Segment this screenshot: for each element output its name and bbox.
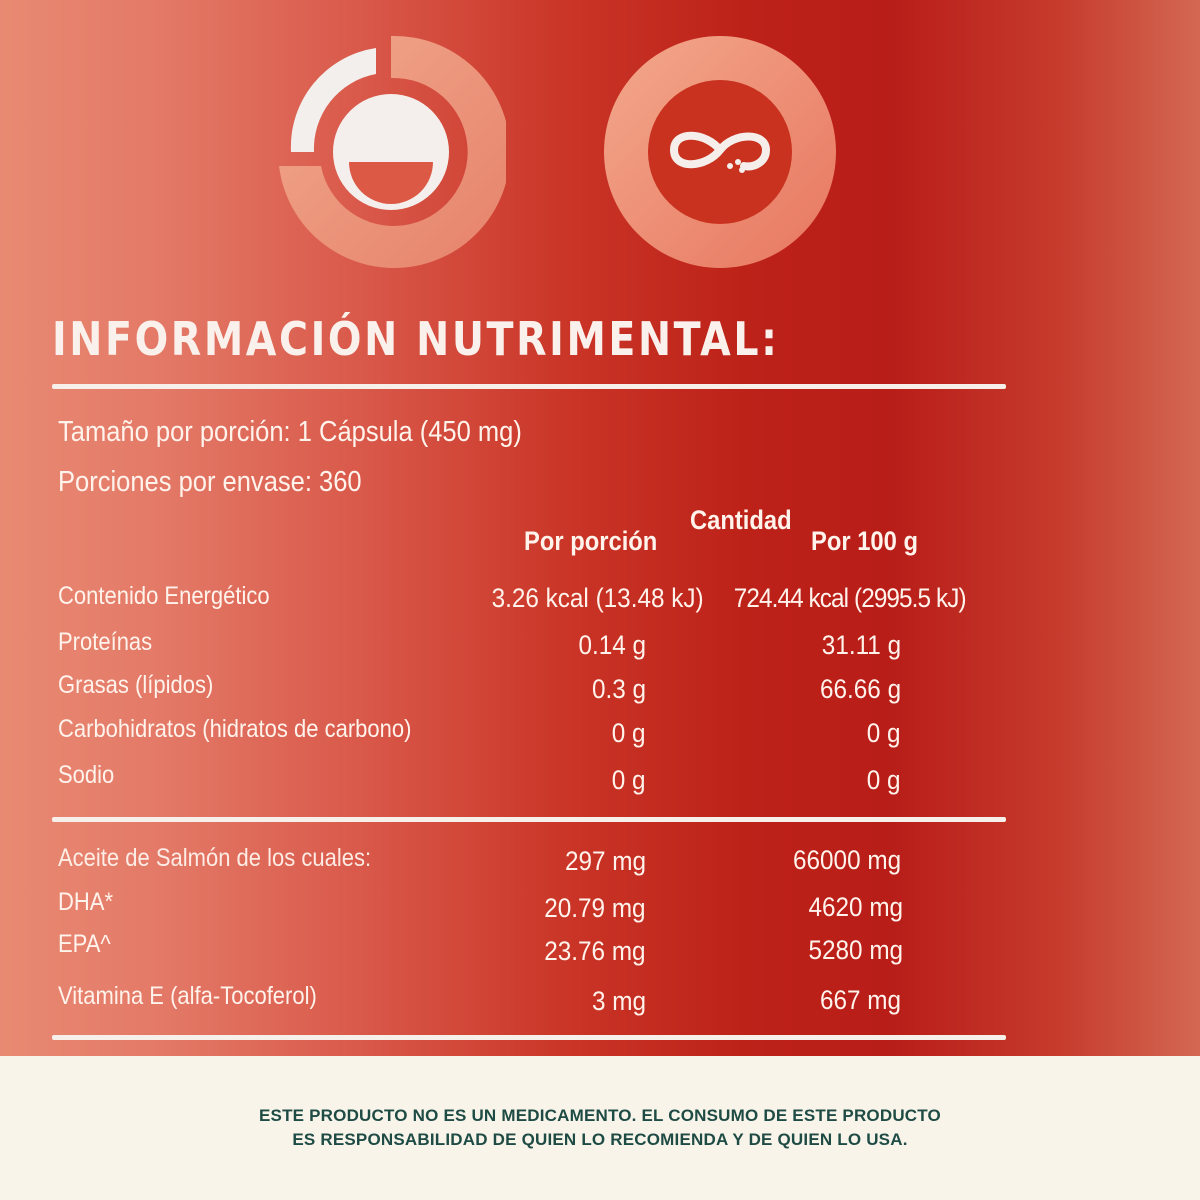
title-divider (52, 384, 1006, 389)
column-header-per-serving: Por porción (524, 526, 658, 556)
component-per-serving: 23.76 mg (544, 936, 646, 966)
component-per-100g: 66000 mg (792, 845, 901, 875)
nutrient-per-100g: 0 g (867, 765, 901, 795)
nutrient-per-serving: 0.3 g (591, 674, 646, 704)
column-header-per-100g: Por 100 g (811, 526, 918, 556)
component-name: Vitamina E (alfa-Tocoferol) (58, 982, 317, 1010)
infinity-icon (604, 36, 836, 268)
disclaimer-line-1: ESTE PRODUCTO NO ES UN MEDICAMENTO. EL C… (259, 1106, 941, 1125)
nutrient-per-100g: 0 g (867, 718, 901, 748)
component-per-100g: 5280 mg (808, 935, 903, 965)
section-divider (52, 817, 1006, 822)
servings-per-container: Porciones por envase: 360 (58, 466, 362, 498)
nutrient-per-serving: 0 g (612, 765, 646, 795)
component-per-100g: 667 mg (819, 985, 901, 1015)
nutrient-per-serving: 0 g (612, 718, 646, 748)
component-name: EPA^ (58, 930, 111, 958)
nutrient-name: Grasas (lípidos) (58, 671, 214, 699)
capsule-dose-icon (279, 35, 506, 268)
nutrient-name: Sodio (58, 761, 115, 789)
nutrient-per-100g: 724.44 kcal (2995.5 kJ) (734, 583, 967, 613)
component-per-100g: 4620 mg (808, 892, 903, 922)
component-per-serving: 20.79 mg (544, 893, 646, 923)
component-per-serving: 3 mg (591, 986, 646, 1016)
nutrient-per-serving: 3.26 kcal (13.48 kJ) (491, 583, 704, 613)
nutrient-per-100g: 31.11 g (821, 630, 901, 660)
page-title: INFORMACIÓN NUTRIMENTAL: (52, 312, 780, 366)
nutrient-per-serving: 0.14 g (578, 630, 646, 660)
serving-size: Tamaño por porción: 1 Cápsula (450 mg) (58, 416, 522, 448)
nutrient-name: Contenido Energético (58, 582, 270, 610)
disclaimer-line-2: ES RESPONSABILIDAD DE QUIEN LO RECOMIEND… (292, 1130, 908, 1149)
nutrient-name: Proteínas (58, 628, 153, 656)
column-header-quantity: Cantidad (690, 505, 792, 535)
component-per-serving: 297 mg (564, 846, 646, 876)
bottom-divider (52, 1035, 1006, 1040)
nutrient-per-100g: 66.66 g (819, 674, 901, 704)
nutrition-label-panel: INFORMACIÓN NUTRIMENTAL: Tamaño por porc… (0, 0, 1200, 1056)
component-name: DHA* (58, 888, 114, 916)
nutrient-name: Carbohidratos (hidratos de carbono) (58, 715, 412, 743)
disclaimer-footer: ESTE PRODUCTO NO ES UN MEDICAMENTO. EL C… (0, 1056, 1200, 1200)
component-name: Aceite de Salmón de los cuales: (58, 844, 372, 872)
